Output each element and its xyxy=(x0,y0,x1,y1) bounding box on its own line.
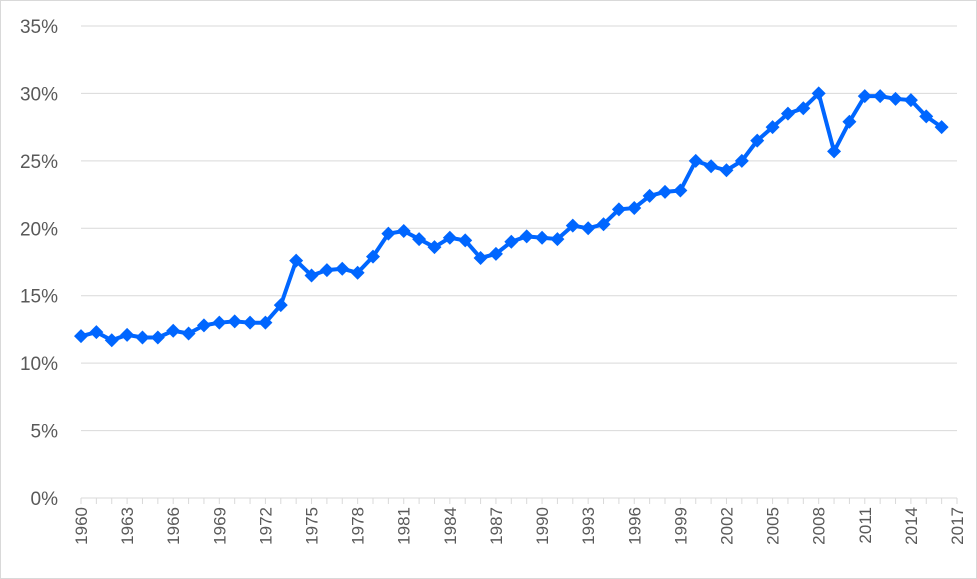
x-tick-label: 1963 xyxy=(118,507,137,545)
x-tick-label: 1996 xyxy=(625,507,644,545)
x-tick-label: 1978 xyxy=(349,507,368,545)
data-point-marker xyxy=(74,329,88,344)
data-point-marker xyxy=(550,232,565,247)
x-tick-label: 1993 xyxy=(579,507,598,545)
data-point-marker xyxy=(427,240,442,255)
data-point-marker xyxy=(212,315,227,330)
y-tick-label: 5% xyxy=(31,422,59,443)
y-tick-label: 15% xyxy=(20,287,58,308)
data-point-marker xyxy=(811,86,826,101)
data-point-marker xyxy=(888,91,903,106)
data-point-marker xyxy=(273,298,288,313)
data-point-marker xyxy=(704,159,719,174)
x-tick-label: 2002 xyxy=(717,507,736,545)
data-point-marker xyxy=(934,120,949,135)
data-point-marker xyxy=(488,246,503,261)
y-tick-label: 0% xyxy=(31,489,59,510)
data-point-marker xyxy=(565,218,580,233)
data-point-marker xyxy=(366,249,380,264)
data-point-marker xyxy=(504,234,519,249)
x-tick-label: 1987 xyxy=(487,507,506,545)
x-tick-label: 2008 xyxy=(810,507,829,545)
data-point-marker xyxy=(842,114,857,129)
data-point-marker xyxy=(335,261,350,276)
data-point-marker xyxy=(412,232,427,247)
data-point-marker xyxy=(780,106,795,121)
data-point-marker xyxy=(658,184,672,199)
data-point-marker xyxy=(289,253,304,268)
data-point-marker xyxy=(243,315,258,330)
y-axis-ticks: 0% 5% 10% 15% 20% 25% 30% 35% xyxy=(20,17,58,510)
data-point-marker xyxy=(350,265,365,280)
data-point-marker xyxy=(304,268,319,283)
x-tick-label: 1969 xyxy=(210,507,229,545)
data-point-marker xyxy=(673,183,688,198)
data-point-marker xyxy=(688,153,703,168)
data-point-marker xyxy=(611,202,626,217)
data-point-marker xyxy=(227,314,242,329)
data-point-marker xyxy=(765,120,780,135)
data-point-marker xyxy=(734,153,749,168)
data-point-marker xyxy=(181,326,196,341)
data-point-marker xyxy=(258,315,273,330)
x-tick-label: 2017 xyxy=(948,507,967,545)
data-point-marker xyxy=(581,221,596,236)
data-point-marker xyxy=(396,223,411,238)
x-tick-label: 1975 xyxy=(303,507,322,545)
x-tick-label: 2011 xyxy=(856,507,875,544)
data-point-marker xyxy=(719,163,734,178)
data-point-marker xyxy=(796,101,811,116)
series-line xyxy=(80,91,943,343)
data-point-marker xyxy=(196,318,211,333)
y-tick-label: 10% xyxy=(20,354,58,375)
data-point-marker xyxy=(627,201,642,216)
x-tick-label: 1966 xyxy=(164,507,183,545)
data-point-marker xyxy=(827,144,842,159)
data-point-marker xyxy=(104,333,119,348)
data-point-marker xyxy=(750,133,765,148)
x-tick-label: 1981 xyxy=(395,507,414,545)
x-tick-label: 1972 xyxy=(256,507,275,545)
data-point-marker xyxy=(150,330,165,345)
x-axis xyxy=(80,497,958,504)
data-point-marker xyxy=(642,188,657,203)
x-tick-label: 2005 xyxy=(764,507,783,545)
series-markers xyxy=(74,86,949,348)
x-tick-label: 1990 xyxy=(533,507,552,545)
data-point-marker xyxy=(319,263,334,278)
y-tick-label: 30% xyxy=(20,84,58,105)
data-point-marker xyxy=(919,109,934,124)
data-point-marker xyxy=(135,330,150,345)
x-tick-label: 1960 xyxy=(72,507,91,545)
data-point-marker xyxy=(89,325,104,340)
data-point-marker xyxy=(381,226,396,241)
data-point-marker xyxy=(458,233,473,248)
data-point-marker xyxy=(519,229,534,244)
data-point-marker xyxy=(857,89,872,104)
x-tick-label: 2014 xyxy=(902,507,921,545)
x-axis-ticks: 1960 1963 1966 1969 1972 1975 1978 1981 1984 1987… xyxy=(72,507,967,545)
data-point-marker xyxy=(120,327,135,342)
gridlines xyxy=(81,25,957,432)
data-point-marker xyxy=(473,250,488,265)
series-polyline xyxy=(80,91,943,343)
data-point-marker xyxy=(535,230,550,245)
data-point-marker xyxy=(903,93,918,108)
y-tick-label: 20% xyxy=(20,219,58,240)
data-point-marker xyxy=(873,89,888,104)
data-point-marker xyxy=(596,217,611,232)
x-tick-label: 1999 xyxy=(671,507,690,545)
y-tick-label: 35% xyxy=(20,17,58,38)
x-tick-label: 1984 xyxy=(441,507,460,545)
data-point-marker xyxy=(442,230,457,245)
y-tick-label: 25% xyxy=(20,152,58,173)
data-point-marker xyxy=(166,323,181,338)
